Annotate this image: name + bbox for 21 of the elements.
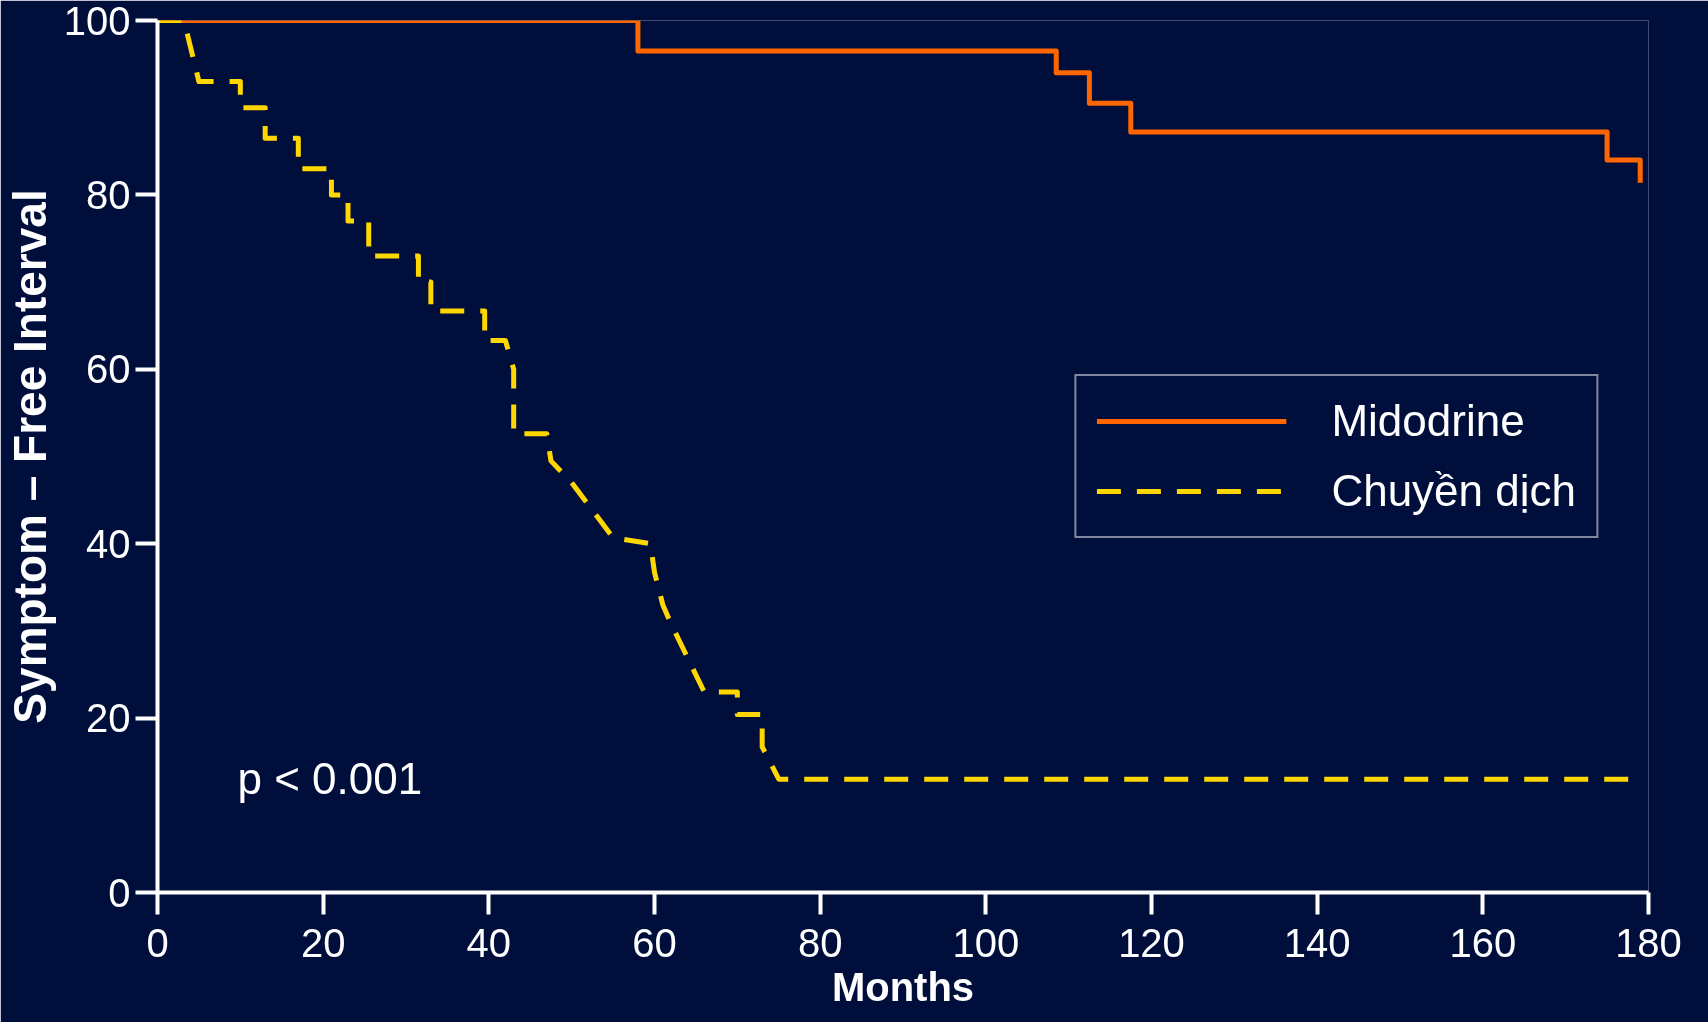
y-axis-title: Symptom – Free Interval [3,189,56,724]
y-tick-label: 80 [86,172,131,217]
x-tick-label: 0 [146,920,169,965]
x-tick-label: 120 [1118,920,1185,965]
y-tick-label: 60 [86,347,131,392]
x-tick-label: 60 [632,920,677,965]
x-tick-label: 20 [300,920,346,965]
x-axis-title: Months [831,964,975,1009]
y-tick-label: 100 [63,0,131,43]
legend-label: Chuyền dịch [1331,466,1576,516]
y-tick-label: 0 [108,870,131,915]
x-tick-label: 100 [952,920,1020,965]
x-tick-label: 160 [1449,920,1517,965]
x-tick-label: 140 [1283,920,1351,965]
x-tick-label: 40 [466,920,512,965]
x-tick-label: 180 [1615,920,1682,965]
y-tick-label: 40 [86,521,131,566]
x-tick-label: 80 [797,920,843,965]
y-tick-label: 20 [86,696,131,741]
annotation: p < 0.001 [237,753,423,803]
legend-label: Midodrine [1331,396,1525,446]
